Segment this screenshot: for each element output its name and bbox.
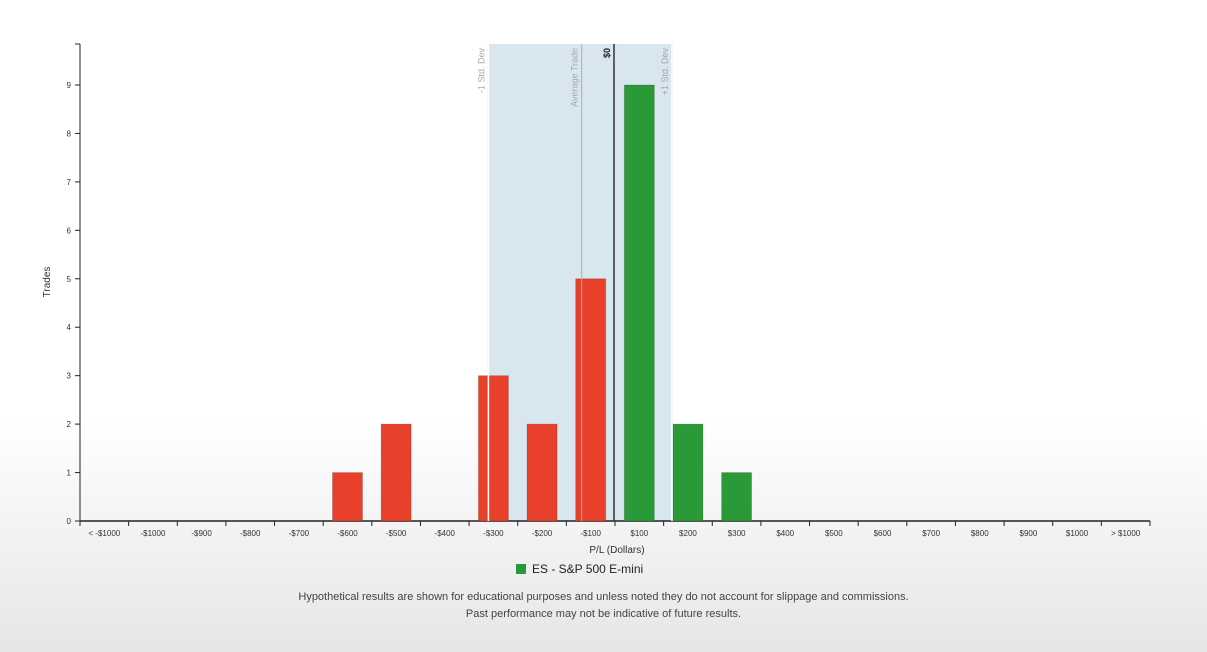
disclaimer-line-1: Hypothetical results are shown for educa… — [298, 591, 909, 603]
bar — [623, 84, 655, 522]
x-tick-label: -$100 — [580, 529, 601, 538]
x-tick-label: < -$1000 — [88, 529, 120, 538]
labels-layer: 0 1 2 3 4 5 6 7 8 9 < -$1000 -$1000 -$900 -$800 -$700 -… — [67, 81, 1141, 538]
x-tick-label: -$500 — [386, 529, 407, 538]
x-tick-label: $200 — [679, 529, 697, 538]
x-tick-label: -$700 — [289, 529, 310, 538]
legend-label: ES - S&P 500 E-mini — [532, 562, 644, 576]
x-tick-label: -$900 — [191, 529, 212, 538]
x-tick-label: $400 — [776, 529, 794, 538]
legend-swatch — [516, 564, 526, 574]
x-tick-label: $800 — [971, 529, 989, 538]
reference-label-average: Average Trade — [570, 48, 580, 107]
x-axis-title: P/L (Dollars) — [589, 545, 644, 556]
axes-layer — [75, 43, 1151, 526]
y-axis-title: Trades — [42, 267, 53, 298]
y-tick-label: 0 — [67, 517, 72, 526]
bar — [721, 472, 753, 522]
x-tick-label: $900 — [1020, 529, 1038, 538]
y-tick-label: 4 — [67, 323, 72, 332]
y-tick-label: 2 — [67, 420, 72, 429]
x-tick-label: -$400 — [435, 529, 456, 538]
reference-label-zero: $0 — [602, 48, 612, 58]
x-tick-label: $300 — [728, 529, 746, 538]
x-tick-label: $1000 — [1066, 529, 1089, 538]
bar — [575, 278, 607, 522]
x-tick-label: $100 — [630, 529, 648, 538]
reference-lines-layer: -1 Std. Dev Average Trade $0 +1 Std. Dev — [476, 44, 673, 521]
x-tick-label: -$800 — [240, 529, 261, 538]
x-tick-label: $500 — [825, 529, 843, 538]
y-tick-label: 5 — [67, 275, 72, 284]
disclaimer-line-2: Past performance may not be indicative o… — [465, 608, 742, 620]
x-tick-label: $700 — [922, 529, 940, 538]
bars-layer — [332, 84, 753, 522]
y-tick-label: 8 — [67, 129, 72, 138]
x-tick-label: -$1000 — [140, 529, 165, 538]
reference-label-minus_std: -1 Std. Dev — [476, 48, 486, 94]
bar — [526, 423, 558, 522]
y-tick-label: 7 — [67, 178, 72, 187]
bar — [477, 375, 509, 522]
legend[interactable]: ES - S&P 500 E-mini — [516, 562, 643, 576]
y-tick-label: 1 — [67, 469, 72, 478]
y-tick-label: 9 — [67, 81, 72, 90]
x-tick-label: -$600 — [337, 529, 358, 538]
y-tick-label: 6 — [67, 226, 72, 235]
disclaimer: Hypothetical results are shown for educa… — [0, 589, 1207, 623]
x-tick-label: $600 — [874, 529, 892, 538]
x-tick-label: -$300 — [483, 529, 504, 538]
histogram-chart: -1 Std. Dev Average Trade $0 +1 Std. Dev 0 1… — [42, 43, 1151, 556]
reference-label-plus_std: +1 Std. Dev — [660, 48, 670, 96]
bar — [672, 423, 704, 522]
y-tick-label: 3 — [67, 372, 72, 381]
bar — [380, 423, 412, 522]
x-tick-label: -$200 — [532, 529, 553, 538]
x-tick-label: > $1000 — [1111, 529, 1141, 538]
bar — [332, 472, 363, 522]
